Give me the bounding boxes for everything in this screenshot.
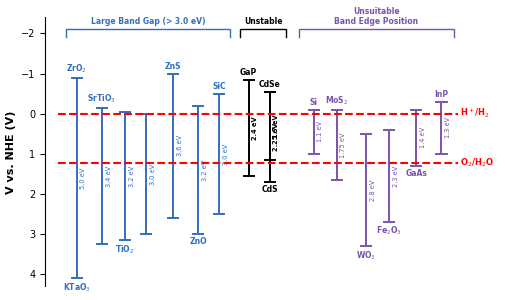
Text: H$^+$/H$_2$: H$^+$/H$_2$ bbox=[461, 107, 490, 120]
Text: Unsuitable
Band Edge Position: Unsuitable Band Edge Position bbox=[334, 7, 419, 26]
Text: MoS$_2$: MoS$_2$ bbox=[325, 94, 348, 107]
Text: Unstable: Unstable bbox=[244, 17, 282, 26]
Y-axis label: V vs. NHE (V): V vs. NHE (V) bbox=[6, 110, 16, 194]
Text: 3.0 eV: 3.0 eV bbox=[149, 164, 156, 184]
Text: GaAs: GaAs bbox=[406, 169, 427, 178]
Text: 1.3 eV: 1.3 eV bbox=[445, 117, 451, 138]
Text: 1.7 eV: 1.7 eV bbox=[273, 114, 279, 138]
Text: 2.4 eV: 2.4 eV bbox=[252, 116, 259, 140]
Text: Large Band Gap (> 3.0 eV): Large Band Gap (> 3.0 eV) bbox=[91, 17, 205, 26]
Text: Fe$_2$O$_3$: Fe$_2$O$_3$ bbox=[376, 225, 402, 238]
Text: 2.25 eV: 2.25 eV bbox=[273, 123, 279, 151]
Text: 2.3 eV: 2.3 eV bbox=[393, 165, 399, 187]
Text: WO$_3$: WO$_3$ bbox=[356, 249, 376, 262]
Text: SiC: SiC bbox=[213, 82, 226, 91]
Text: 3.2 eV: 3.2 eV bbox=[202, 159, 208, 181]
Text: CdS: CdS bbox=[261, 185, 278, 194]
Text: InP: InP bbox=[434, 90, 448, 99]
Text: 3.4 eV: 3.4 eV bbox=[106, 165, 112, 187]
Text: GaP: GaP bbox=[240, 68, 257, 77]
Text: O$_2$/H$_2$O: O$_2$/H$_2$O bbox=[461, 157, 494, 169]
Text: ZrO$_2$: ZrO$_2$ bbox=[66, 62, 87, 75]
Text: 1.4 eV: 1.4 eV bbox=[420, 127, 426, 148]
Text: 3.2 eV: 3.2 eV bbox=[129, 165, 135, 187]
Text: CdSe: CdSe bbox=[259, 80, 280, 89]
Text: SrTiO$_3$: SrTiO$_3$ bbox=[87, 92, 116, 105]
Text: ZnO: ZnO bbox=[189, 237, 207, 246]
Text: 2.8 eV: 2.8 eV bbox=[370, 179, 376, 201]
Text: TiO$_2$: TiO$_2$ bbox=[115, 243, 134, 256]
Text: KTaO$_3$: KTaO$_3$ bbox=[63, 281, 90, 294]
Text: 1.1 eV: 1.1 eV bbox=[317, 121, 323, 142]
Text: Si: Si bbox=[310, 98, 318, 107]
Text: 3.6 eV: 3.6 eV bbox=[177, 135, 183, 157]
Text: 1.75 eV: 1.75 eV bbox=[340, 132, 346, 158]
Text: 3.0 eV: 3.0 eV bbox=[223, 143, 229, 164]
Text: 5.0 eV: 5.0 eV bbox=[80, 167, 86, 189]
Text: ZnS: ZnS bbox=[165, 62, 181, 71]
